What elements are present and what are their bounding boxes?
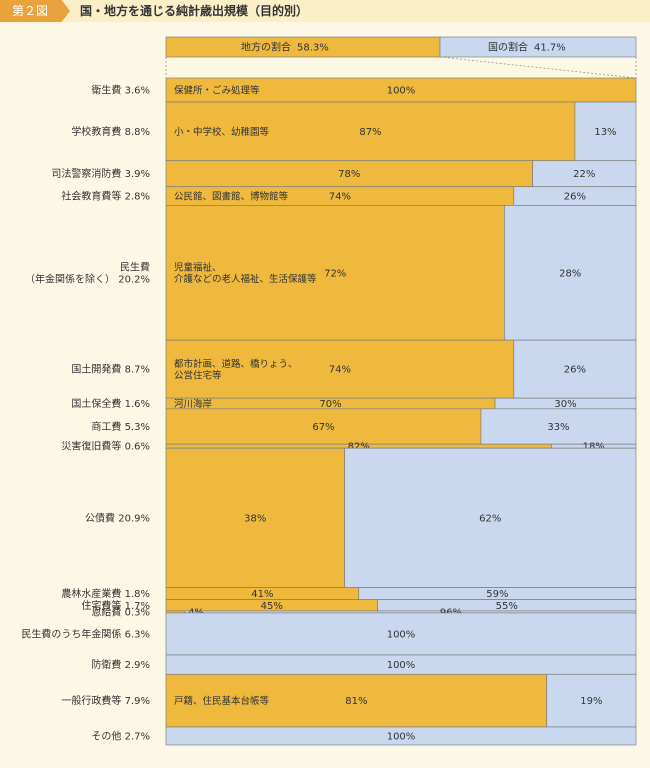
local-percent-label: 81% — [345, 696, 367, 707]
national-percent-label: 30% — [554, 399, 576, 410]
bar-local — [165, 339, 515, 399]
total-local-label: 地方の割合 — [241, 41, 291, 54]
category-label: 一般行政費等 7.9% — [61, 694, 150, 707]
figure-title: 国・地方を通じる純計歳出規模（目的別） — [80, 4, 309, 18]
category-label: 農林水産業費 1.8% — [61, 587, 150, 600]
local-percent-label: 87% — [359, 127, 381, 138]
total-national-label: 国の割合 — [488, 41, 528, 54]
category-label: 商工費 5.3% — [91, 420, 150, 433]
bar-local — [165, 408, 482, 445]
category-label: 民生費（年金関係を除く） 20.2% — [25, 260, 150, 285]
bar-local — [165, 205, 505, 341]
total-local-share: 58.3% — [297, 43, 329, 54]
total-national-bar — [439, 36, 637, 58]
category-label: 住宅費等 1.7% — [81, 599, 150, 612]
total-national-share: 41.7% — [534, 43, 566, 54]
figure-header: 第２図 国・地方を通じる純計歳出規模（目的別） — [0, 0, 650, 22]
category-note: 河川海岸 — [174, 398, 213, 410]
connector-line — [439, 56, 637, 79]
category-note: 小・中学校、幼稚園等 — [174, 126, 270, 138]
local-percent-label: 41% — [251, 589, 273, 600]
local-percent-label: 38% — [244, 513, 266, 524]
category-label: 国土保全費 1.6% — [71, 397, 150, 410]
bar-local — [165, 673, 548, 728]
national-percent-label: 62% — [479, 513, 501, 524]
category-label: 司法警察消防費 3.9% — [51, 167, 150, 180]
national-percent-label: 55% — [496, 601, 518, 612]
category-label: 民生費のうち年金関係 6.3% — [21, 627, 150, 640]
local-percent-label: 72% — [324, 268, 346, 279]
bar-national — [513, 339, 637, 399]
national-percent-label: 26% — [564, 365, 586, 376]
local-percent-label: 74% — [329, 365, 351, 376]
category-note: 戸籍、住民基本台帳等 — [174, 695, 270, 707]
category-label: その他 2.7% — [91, 729, 150, 742]
category-label: 災害復旧費等 0.6% — [61, 440, 150, 453]
local-percent-label: 74% — [329, 192, 351, 203]
category-label: 防衛費 2.9% — [91, 658, 150, 671]
category-label: 恩給費 0.3% — [91, 605, 150, 618]
local-percent-label: 70% — [319, 399, 341, 410]
national-percent-label: 19% — [580, 696, 602, 707]
category-label: 社会教育費等 2.8% — [61, 190, 150, 203]
national-percent-label: 100% — [387, 629, 416, 640]
category-note: 公民館、図書館、博物館等 — [174, 191, 289, 203]
bar-national — [344, 447, 637, 588]
category-note: 都市計画、道路、橋りょう、公営住宅等 — [174, 358, 298, 382]
bar-national — [546, 673, 637, 728]
local-percent-label: 82% — [348, 442, 370, 453]
national-percent-label: 26% — [564, 192, 586, 203]
bar-national — [165, 726, 637, 746]
bar-national — [532, 160, 637, 188]
national-percent-label: 13% — [594, 127, 616, 138]
figure-label: 第２図 — [0, 0, 70, 22]
national-percent-label: 33% — [547, 422, 569, 433]
national-percent-label: 28% — [559, 268, 581, 279]
category-label: 公債費 20.9% — [85, 511, 150, 524]
local-percent-label: 67% — [312, 422, 334, 433]
category-note: 保健所・ごみ処理等 — [174, 85, 260, 97]
bar-local — [165, 447, 345, 588]
category-label: 衛生費 3.6% — [91, 84, 150, 97]
bar-national — [504, 205, 637, 341]
local-percent-label: 78% — [338, 169, 360, 180]
national-percent-label: 22% — [573, 169, 595, 180]
bar-national — [165, 612, 637, 656]
national-percent-label: 100% — [387, 731, 416, 742]
category-note: 児童福祉、介護などの老人福祉、生活保護等 — [174, 262, 317, 286]
local-percent-label: 45% — [261, 601, 283, 612]
category-label: 国土開発費 8.7% — [71, 363, 150, 376]
national-percent-label: 100% — [387, 660, 416, 671]
national-percent-label: 59% — [486, 589, 508, 600]
national-percent-label: 18% — [583, 442, 605, 453]
category-label: 学校教育費 8.8% — [71, 125, 150, 138]
local-percent-label: 100% — [387, 86, 416, 97]
